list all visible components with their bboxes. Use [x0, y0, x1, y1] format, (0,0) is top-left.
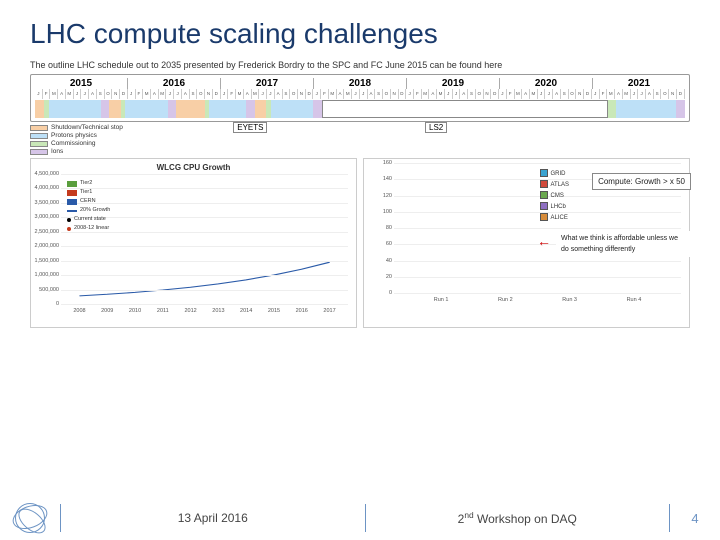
chart1-legend: Tier2Tier1CERN20% GrowthCurrent state200…: [67, 179, 110, 233]
cern-logo-icon: [15, 503, 45, 533]
experiment-growth-chart: Run 1Run 2Run 3Run 4 0204060801001201401…: [363, 158, 690, 328]
schedule-subtitle: The outline LHC schedule out to 2035 pre…: [30, 60, 690, 70]
footer-date: 13 April 2016: [61, 511, 365, 525]
wlcg-cpu-growth-chart: WLCG CPU Growth 200820092010201120122013…: [30, 158, 357, 328]
slide-footer: 13 April 2016 2nd Workshop on DAQ 4: [0, 496, 720, 540]
year-header: 2017: [221, 78, 314, 89]
page-title: LHC compute scaling challenges: [30, 18, 690, 50]
chart2-legend: GRIDATLASCMSLHCbALICE: [540, 169, 570, 224]
year-header: 2020: [500, 78, 593, 89]
year-header: 2015: [35, 78, 128, 89]
timeline-label: EYETS: [233, 122, 267, 133]
timeline-label: LS2: [425, 122, 447, 133]
chart1-title: WLCG CPU Growth: [35, 163, 352, 172]
compute-growth-annotation: Compute: Growth > x 50: [592, 173, 691, 190]
year-header: 2016: [128, 78, 221, 89]
footer-venue: 2nd Workshop on DAQ: [366, 510, 670, 526]
affordable-annotation: What we think is affordable unless we do…: [556, 231, 691, 257]
year-header: 2018: [314, 78, 407, 89]
footer-page-number: 4: [670, 511, 720, 526]
arrow-icon: ←: [537, 233, 551, 249]
year-header: 2019: [407, 78, 500, 89]
lhc-timeline: 2015201620172018201920202021 JFMAMJJASON…: [30, 74, 690, 122]
year-header: 2021: [593, 78, 685, 89]
timeline-legend: Shutdown/Technical stopProtons physicsCo…: [30, 124, 690, 156]
